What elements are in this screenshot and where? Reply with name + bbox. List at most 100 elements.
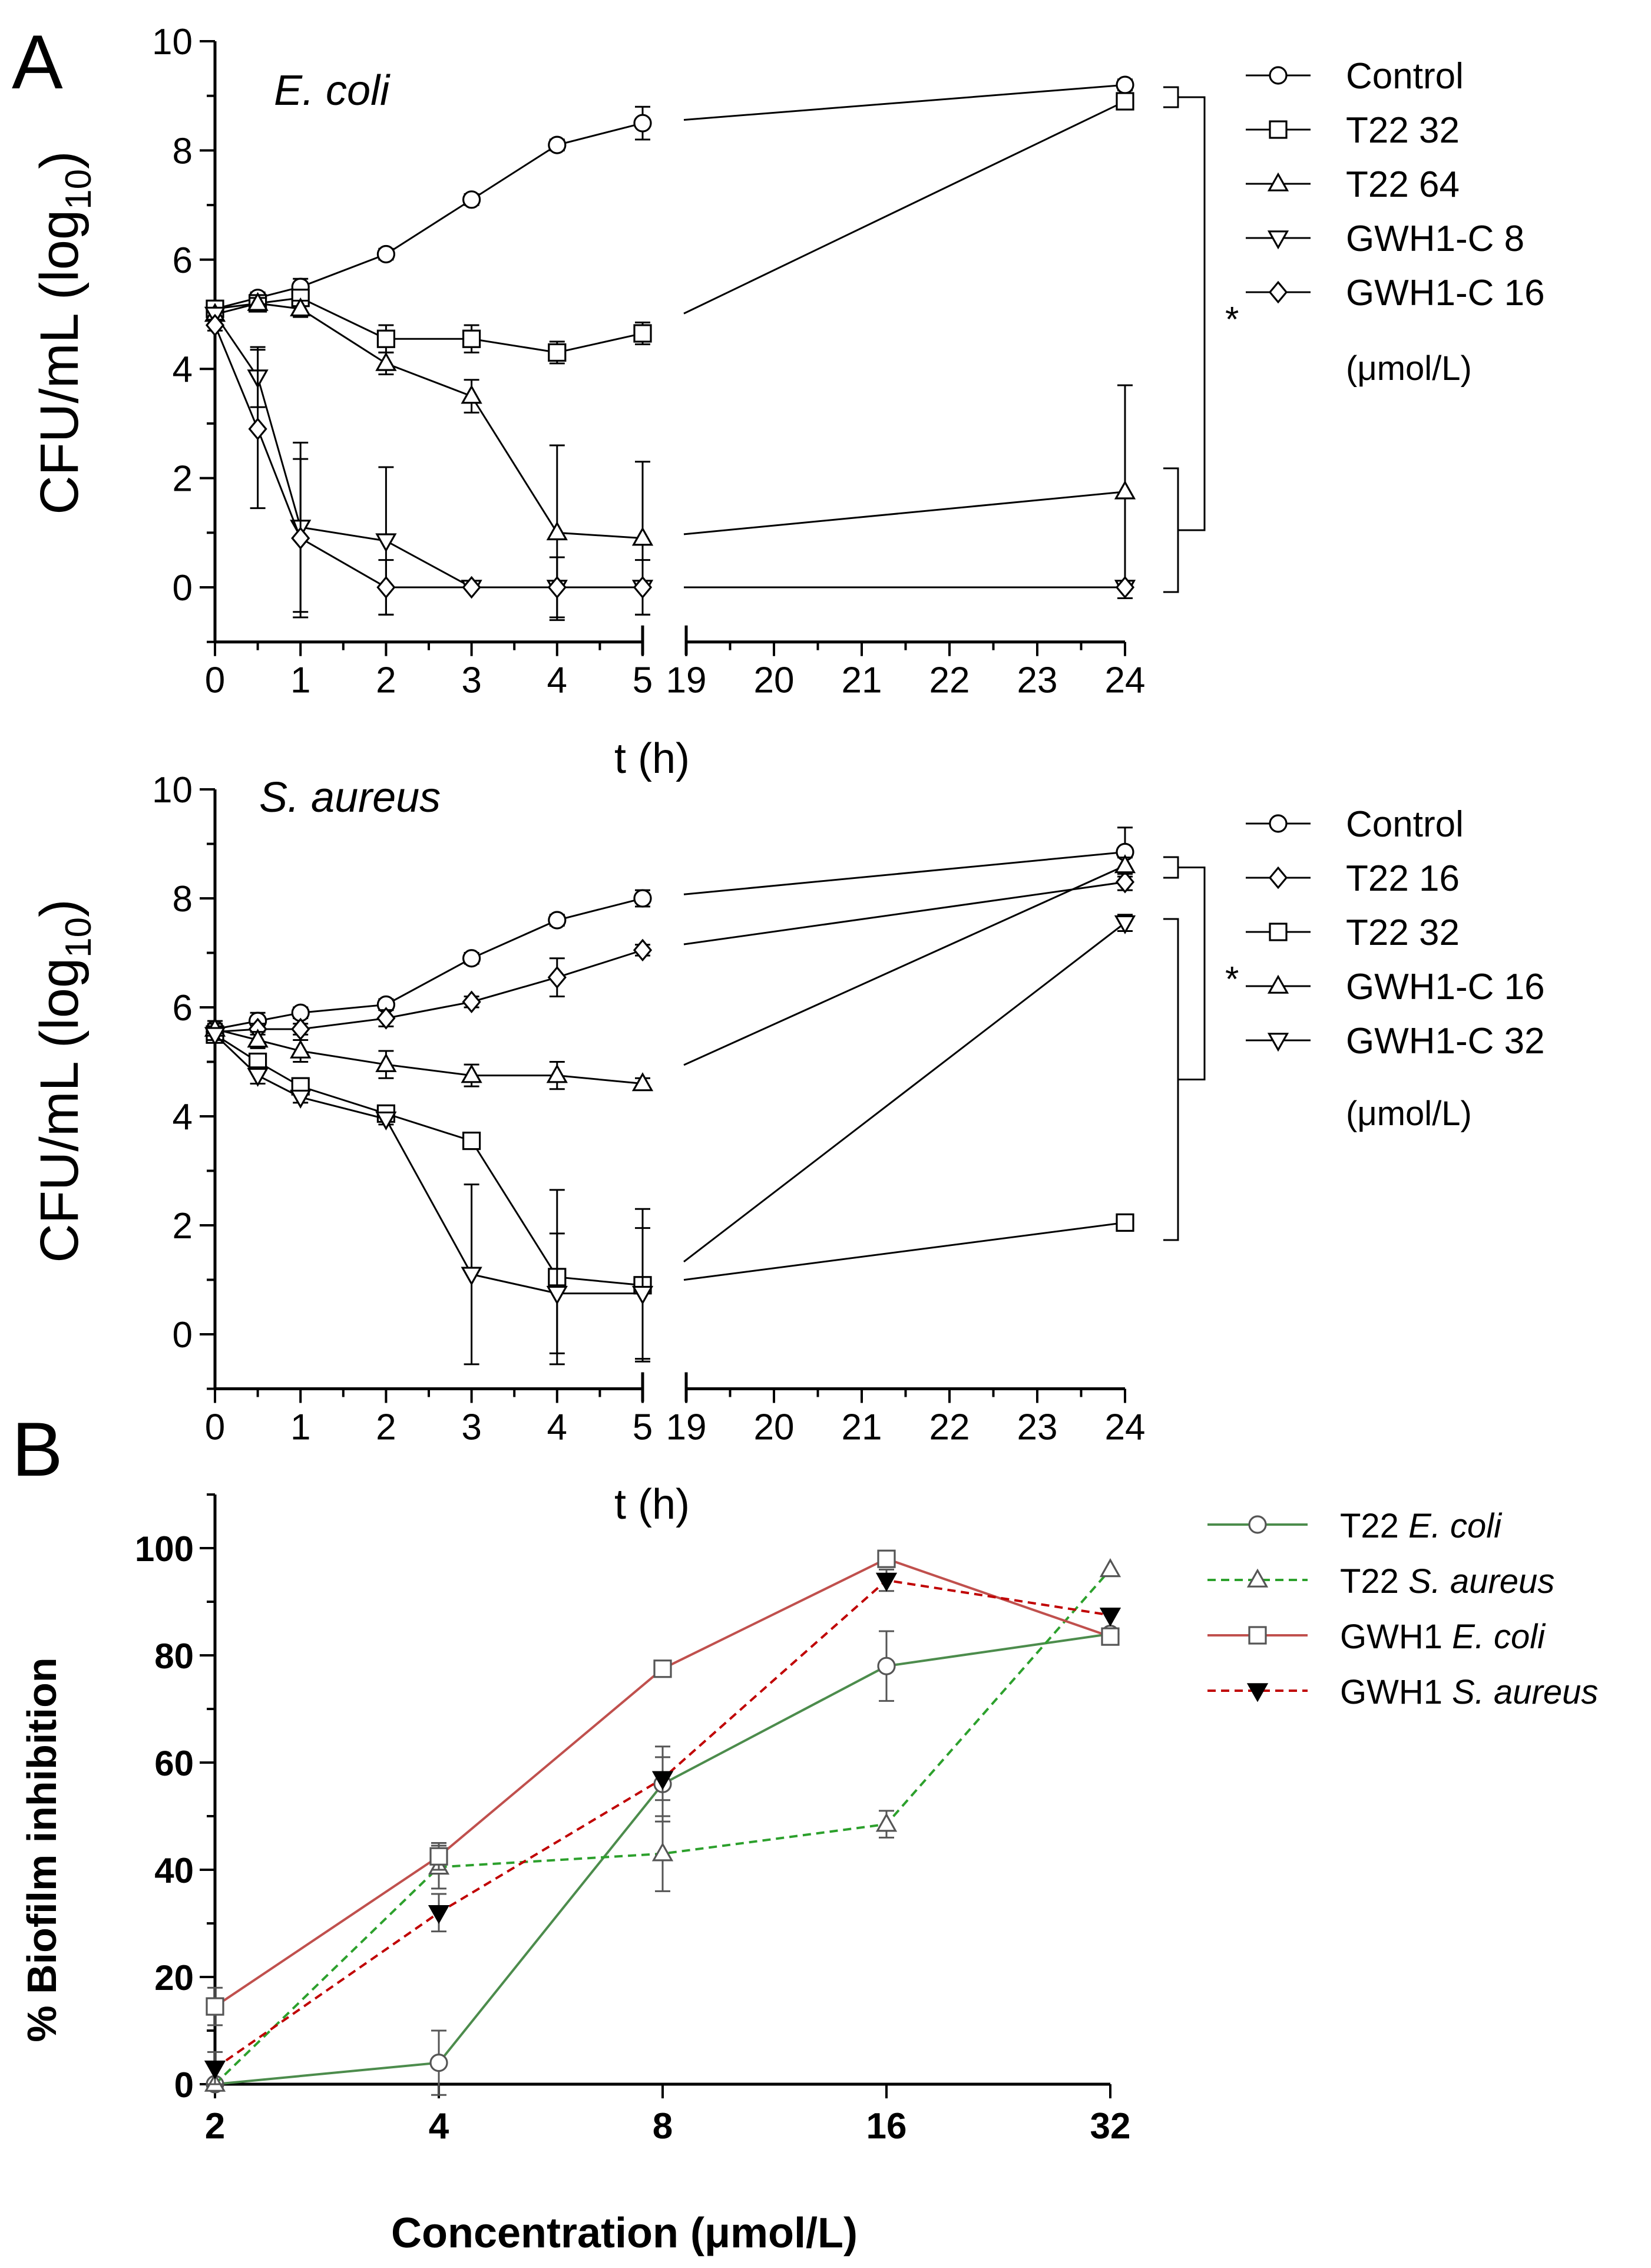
y-axis-label-sub: 10 [58,917,99,958]
series-bridge-line [683,1221,1126,1281]
legend-marker [1269,120,1288,139]
legend-entry: T22 32 [1246,913,1460,953]
data-point [247,1029,269,1048]
legend-label: T22 32 [1346,913,1460,953]
x-tick-label: 16 [866,2106,907,2147]
y-tick-label: 4 [173,1097,193,1138]
data-point [547,966,567,989]
data-point [875,1572,898,1592]
data-point [631,1072,654,1092]
x-tick-label: 1 [290,1407,310,1448]
significance-bracket [1178,867,1206,1080]
data-point [631,527,654,546]
series-bridge-line [683,491,1126,535]
x-tick-label: 0 [205,1407,225,1448]
chart-title: S. aureus [259,774,441,821]
significance-star: * [1225,960,1239,999]
data-point [548,135,567,154]
legend-entry: GWH1 S. aureus [1207,1673,1598,1711]
significance-bracket [1163,918,1179,1241]
x-tick-label: 5 [633,660,653,701]
series-gwh1-c-8 [204,306,1136,616]
x-tick-label: 20 [754,1407,795,1448]
y-tick-label: 8 [173,879,193,920]
y-axis-label-close: ) [29,899,90,917]
y-tick-label: 60 [154,1744,194,1783]
data-point [1114,480,1136,500]
legend-marker [1269,923,1288,941]
legend-label-species: S. aureus [1452,1673,1598,1711]
y-tick-label: 10 [152,22,193,62]
legend-label-name: GWH1 [1340,1618,1452,1656]
y-tick-label: 40 [154,1851,194,1890]
data-point [462,576,481,599]
data-point [291,527,310,550]
data-point [651,1771,674,1790]
x-tick-label: 24 [1105,660,1146,701]
data-point [375,1111,397,1130]
series-gwh1-c-16 [205,313,1135,619]
y-axis-label: CFU/mL (log10) [29,151,99,515]
data-point [1116,92,1134,111]
legend-marker [1269,814,1288,833]
legend-marker [1246,1683,1269,1702]
legend-entry: GWH1-C 8 [1246,219,1524,259]
legend-marker [1268,280,1288,304]
chart-title: E. coli [274,67,391,114]
legend-entry: GWH1-C 16 [1246,273,1545,313]
y-tick-label: 80 [154,1636,194,1676]
data-point [462,1132,481,1150]
legend-unit: (μmol/L) [1346,349,1472,388]
series-gwh1-c-32 [204,914,1136,1366]
legend-label: GWH1-C 16 [1346,967,1545,1007]
series-line [214,1033,643,1287]
series-t22-s-aureus [204,1558,1121,2092]
legend-entry: GWH1-C 32 [1246,1021,1545,1062]
data-point [461,385,482,404]
series-gwh1-s-aureus [204,1568,1121,2085]
legend-entry: T22 16 [1246,858,1460,899]
legend-label: GWH1-C 16 [1346,273,1545,313]
ecoli-growth-chart: E. coli CFU/mL (log10) t (h) (μmol/L) 02… [29,22,1545,782]
x-axis-label: Concentration (μmol/L) [391,2210,858,2257]
legend-label: T22 S. aureus [1340,1562,1554,1601]
legend-label-species: S. aureus [1408,1562,1554,1601]
significance-star: * [1225,300,1239,339]
y-tick-label: 0 [173,1315,193,1355]
legend-unit: (μmol/L) [1346,1095,1472,1133]
legend-label: Control [1346,804,1464,845]
data-point [1115,576,1135,599]
saureus-growth-chart: S. aureus CFU/mL (log10) t (h) (μmol/L) … [29,770,1545,1528]
y-axis-label-sub: 10 [58,169,99,210]
x-tick-label: 20 [754,660,795,701]
x-tick-label: 5 [633,1407,653,1448]
legend-label-species: E. coli [1452,1618,1546,1656]
data-point [548,911,567,930]
legend-label: T22 64 [1346,164,1460,205]
data-point [429,2054,448,2072]
data-point [376,1007,396,1030]
data-point [1114,854,1136,874]
data-point [546,521,568,541]
data-point [462,990,481,1014]
y-axis-label: CFU/mL (log10) [29,899,99,1263]
series-gwh1-c-16 [204,854,1136,1092]
x-axis-label: t (h) [614,735,690,782]
data-point [633,889,652,908]
panel-b-label: B [12,1406,63,1492]
data-point [633,324,652,343]
data-point [462,190,481,209]
x-tick-label: 4 [547,1407,567,1448]
legend-label: GWH1-C 8 [1346,219,1524,259]
legend-label-species: E. coli [1408,1507,1503,1545]
data-point [1115,870,1135,894]
data-point [875,1813,898,1832]
series-control [206,826,1134,1039]
series-line [214,949,643,1033]
x-tick-label: 2 [376,660,396,701]
legend-entry: GWH1-C 16 [1246,967,1545,1007]
legend-label-name: T22 [1340,1507,1408,1545]
data-point [546,1285,568,1305]
data-point [205,313,225,337]
